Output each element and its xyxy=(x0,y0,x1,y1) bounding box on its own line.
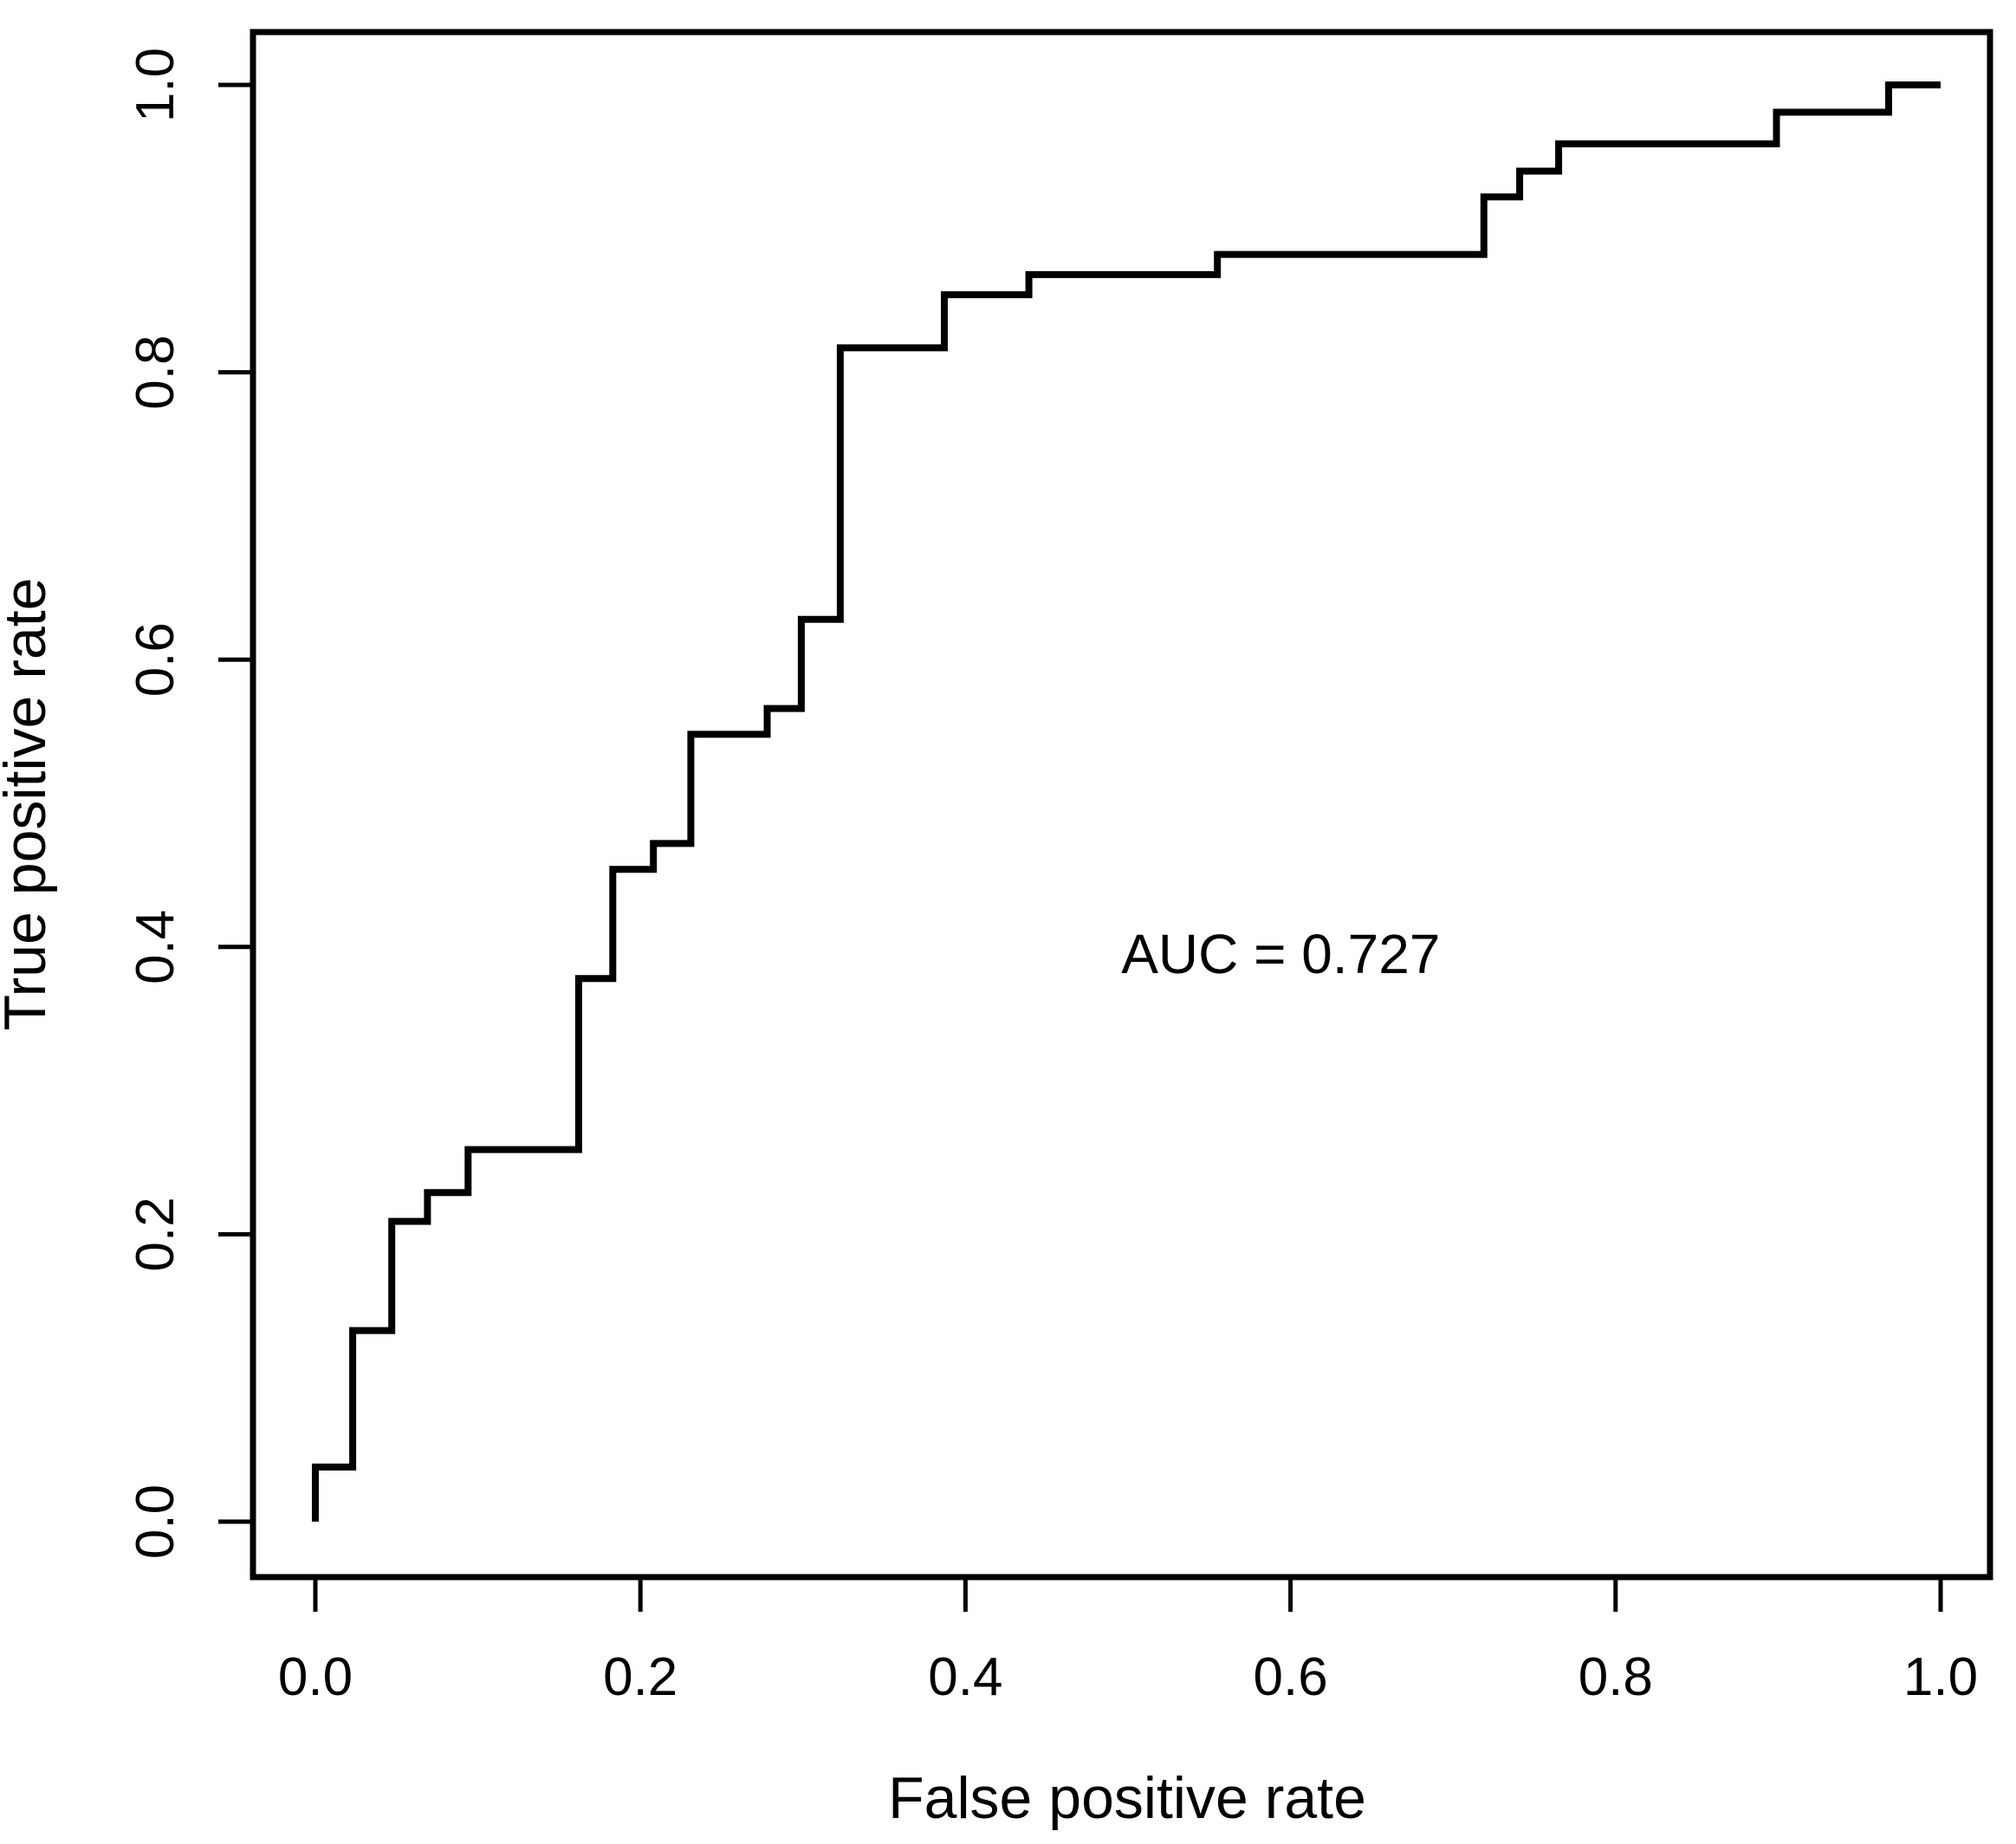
y-tick-label: 0.6 xyxy=(126,622,185,697)
y-tick-label: 0.0 xyxy=(126,1484,185,1559)
y-axis-ticks xyxy=(218,82,253,1524)
y-tick-label: 0.4 xyxy=(126,910,185,984)
y-tick-label: 0.8 xyxy=(126,334,185,409)
y-axis-title: True positive rate xyxy=(0,578,58,1031)
y-tick-label: 1.0 xyxy=(126,48,185,122)
x-tick-label: 0.8 xyxy=(1578,1647,1653,1707)
auc-annotation: AUC = 0.727 xyxy=(1121,923,1440,985)
roc-curve xyxy=(312,81,1941,1522)
x-axis-ticks xyxy=(313,1577,1943,1612)
y-tick-label: 0.2 xyxy=(126,1197,185,1271)
x-tick-label: 0.0 xyxy=(278,1647,353,1707)
x-tick-label: 0.2 xyxy=(603,1647,677,1707)
x-axis-title: False positive rate xyxy=(888,1765,1366,1831)
x-tick-label: 0.4 xyxy=(928,1647,1002,1707)
plot-area-border xyxy=(250,29,1993,1581)
y-axis-tick-labels: 0.0 0.2 0.4 0.6 0.8 1.0 xyxy=(126,48,185,1559)
x-axis-tick-labels: 0.0 0.2 0.4 0.6 0.8 1.0 xyxy=(278,1647,1978,1707)
x-tick-label: 0.6 xyxy=(1253,1647,1327,1707)
x-tick-label: 1.0 xyxy=(1903,1647,1978,1707)
